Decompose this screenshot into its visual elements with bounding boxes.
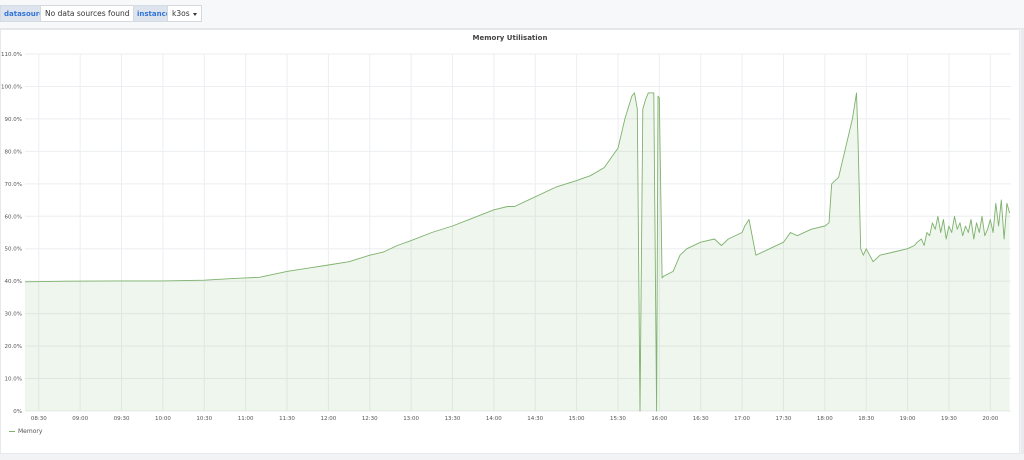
x-tick-label: 08:30 [31, 416, 47, 422]
legend-swatch [9, 430, 15, 433]
x-tick-label: 12:30 [362, 416, 378, 422]
y-tick-label: 50.0% [5, 247, 22, 253]
x-tick-label: 19:30 [941, 416, 957, 422]
panel-title[interactable]: Memory Utilisation [472, 34, 548, 42]
y-tick-label: 100.0% [1, 84, 22, 90]
legend-item-memory[interactable]: Memory [18, 428, 43, 435]
x-tick-label: 14:30 [527, 416, 543, 422]
instance-value: k3os [172, 9, 190, 18]
x-tick-label: 09:30 [114, 416, 130, 422]
x-tick-label: 09:00 [72, 416, 88, 422]
y-tick-label: 60.0% [5, 214, 22, 220]
x-tick-label: 12:00 [320, 416, 336, 422]
x-tick-label: 14:00 [486, 416, 502, 422]
y-tick-label: 20.0% [5, 344, 22, 350]
x-tick-label: 17:30 [776, 416, 792, 422]
variable-toolbar: datasource No data sources found instanc… [0, 0, 1024, 29]
memory-chart: 0% 10.0% 20.0% 30.0% 40.0% 50.0% 60.0% 70.0% 80.… [1, 52, 1011, 422]
instance-dropdown[interactable]: k3os [167, 5, 202, 22]
x-tick-label: 11:00 [238, 416, 254, 422]
x-tick-label: 20:00 [982, 416, 998, 422]
x-tick-label: 10:00 [155, 416, 171, 422]
y-tick-label: 30.0% [5, 312, 22, 318]
x-tick-label: 11:30 [279, 416, 295, 422]
y-tick-label: 110.0% [1, 52, 22, 58]
x-tick-label: 17:00 [734, 416, 750, 422]
x-tick-label: 18:30 [858, 416, 874, 422]
x-tick-label: 10:30 [196, 416, 212, 422]
instance-label: instance [133, 5, 175, 22]
y-tick-label: 80.0% [5, 149, 22, 155]
x-tick-label: 15:00 [569, 416, 585, 422]
datasource-value: No data sources found [45, 9, 130, 18]
x-tick-label: 13:30 [445, 416, 461, 422]
series-line-memory [24, 92, 1011, 412]
y-tick-label: 90.0% [5, 117, 22, 123]
series-area-memory [25, 92, 1010, 412]
x-tick-label: 16:30 [693, 416, 709, 422]
y-tick-label: 40.0% [5, 279, 22, 285]
datasource-dropdown[interactable]: No data sources found [40, 5, 142, 22]
x-tick-label: 16:00 [651, 416, 667, 422]
scrollbar[interactable] [1021, 29, 1024, 454]
y-tick-label: 0% [13, 409, 22, 415]
x-tick-label: 15:30 [610, 416, 626, 422]
y-tick-label: 70.0% [5, 182, 22, 188]
caret-down-icon [192, 12, 197, 16]
memory-panel: Memory Utilisation 0% 10.0% 20.0% 30.0% 40.0… [0, 29, 1020, 454]
x-tick-label: 13:00 [403, 416, 419, 422]
x-tick-label: 18:00 [817, 416, 833, 422]
y-tick-label: 10.0% [5, 377, 22, 383]
x-tick-label: 19:00 [900, 416, 916, 422]
legend: Memory [9, 428, 42, 435]
